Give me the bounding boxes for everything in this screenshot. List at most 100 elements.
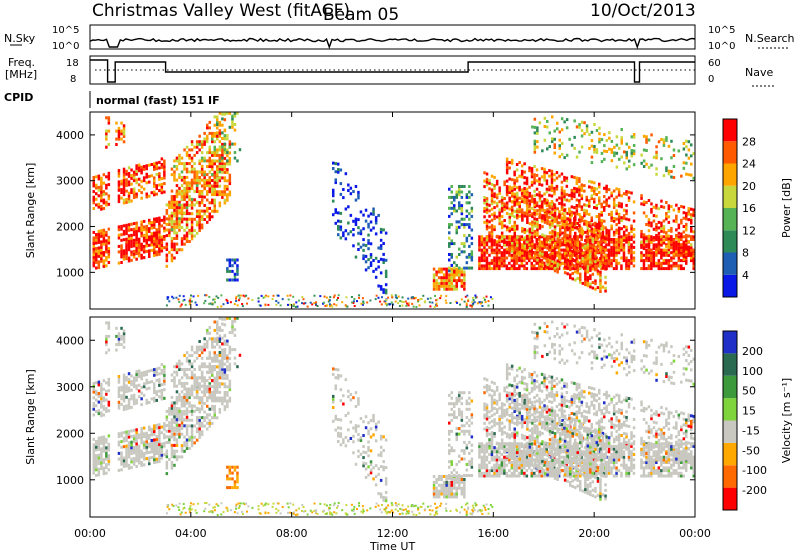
power-cell: [289, 295, 291, 297]
velocity-cell: [151, 439, 154, 442]
power-cell: [665, 212, 668, 215]
power-cell: [554, 256, 557, 259]
power-cell: [626, 167, 629, 170]
power-cell: [593, 181, 596, 184]
power-cell: [526, 254, 529, 257]
power-cell: [173, 209, 176, 212]
velocity-cell: [138, 445, 141, 448]
velocity-cell: [153, 433, 156, 436]
power-cell: [156, 253, 159, 256]
power-cell: [631, 135, 634, 138]
power-cell: [660, 262, 663, 265]
power-cell: [456, 229, 459, 232]
velocity-cell: [198, 427, 201, 430]
velocity-cell: [128, 467, 131, 470]
power-cell: [610, 251, 613, 254]
velocity-cell: [188, 396, 191, 399]
power-cell: [236, 273, 239, 276]
power-cell: [133, 188, 136, 191]
power-cell: [625, 212, 628, 215]
power-cell: [566, 177, 569, 180]
velocity-cell: [138, 453, 141, 456]
power-cell: [120, 197, 123, 200]
power-cell: [148, 236, 151, 239]
power-cell: [628, 238, 631, 241]
power-cell: [219, 140, 222, 143]
velocity-cell: [166, 461, 169, 464]
power-cell: [161, 219, 164, 222]
velocity-cell: [153, 374, 156, 377]
power-cell: [536, 129, 539, 132]
power-cell: [427, 298, 429, 300]
power-cell: [608, 229, 611, 232]
power-cell: [516, 241, 519, 244]
power-cell: [559, 233, 562, 236]
power-cell: [584, 258, 587, 261]
power-cell: [511, 195, 514, 198]
power-cell: [386, 304, 388, 306]
power-cell: [498, 267, 501, 270]
velocity-cell: [138, 459, 141, 462]
power-cell: [496, 243, 499, 246]
velocity-cell: [95, 381, 98, 384]
power-cell: [176, 201, 179, 204]
power-cell: [481, 267, 484, 270]
power-cell: [226, 196, 229, 199]
power-cell: [123, 258, 126, 261]
power-cell: [380, 239, 383, 242]
power-cell: [362, 238, 365, 241]
power-cell: [206, 207, 209, 210]
power-cell: [620, 194, 623, 197]
velocity-cell: [181, 413, 184, 416]
power-cell: [217, 306, 219, 308]
power-cell: [486, 296, 488, 298]
velocity-cell: [103, 467, 106, 470]
power-cell: [533, 267, 536, 270]
power-cell: [576, 182, 579, 185]
power-cell: [551, 208, 554, 211]
power-cell: [551, 203, 554, 206]
power-cell: [561, 237, 564, 240]
velocity-cell: [128, 447, 131, 450]
power-cell: [543, 168, 546, 171]
power-cell: [433, 268, 436, 271]
power-cell: [576, 212, 579, 215]
power-cell: [633, 133, 636, 136]
power-cell: [561, 256, 564, 259]
velocity-cell: [211, 408, 214, 411]
power-cell: [503, 259, 506, 262]
velocity-cell: [105, 407, 108, 410]
velocity-cell: [133, 382, 136, 385]
power-cell: [451, 268, 454, 271]
power-cell: [574, 270, 577, 273]
power-cell: [564, 260, 567, 263]
power-cell: [493, 195, 496, 198]
power-cell: [451, 279, 454, 282]
power-cell: [554, 247, 557, 250]
power-cell: [273, 295, 275, 297]
power-cell: [521, 197, 524, 200]
velocity-cell: [93, 463, 96, 466]
power-cell: [577, 260, 580, 263]
power-cell: [589, 274, 592, 277]
power-cell: [100, 254, 103, 257]
power-cell: [605, 187, 608, 190]
power-cell: [186, 206, 189, 209]
power-cell: [380, 247, 383, 250]
power-cell: [221, 124, 224, 127]
power-cell: [231, 143, 234, 146]
power-cell: [183, 187, 186, 190]
power-cell: [153, 237, 156, 240]
power-cell: [438, 271, 441, 274]
power-cell: [93, 176, 96, 179]
power-cell: [685, 234, 688, 237]
velocity-cell: [105, 343, 108, 346]
power-cell: [618, 213, 621, 216]
power-cell: [191, 232, 194, 235]
power-cell: [433, 282, 436, 285]
power-cell: [623, 254, 626, 257]
power-cell: [234, 115, 237, 118]
power-cell: [95, 247, 98, 250]
power-cell: [645, 135, 648, 138]
power-cell: [486, 197, 489, 200]
